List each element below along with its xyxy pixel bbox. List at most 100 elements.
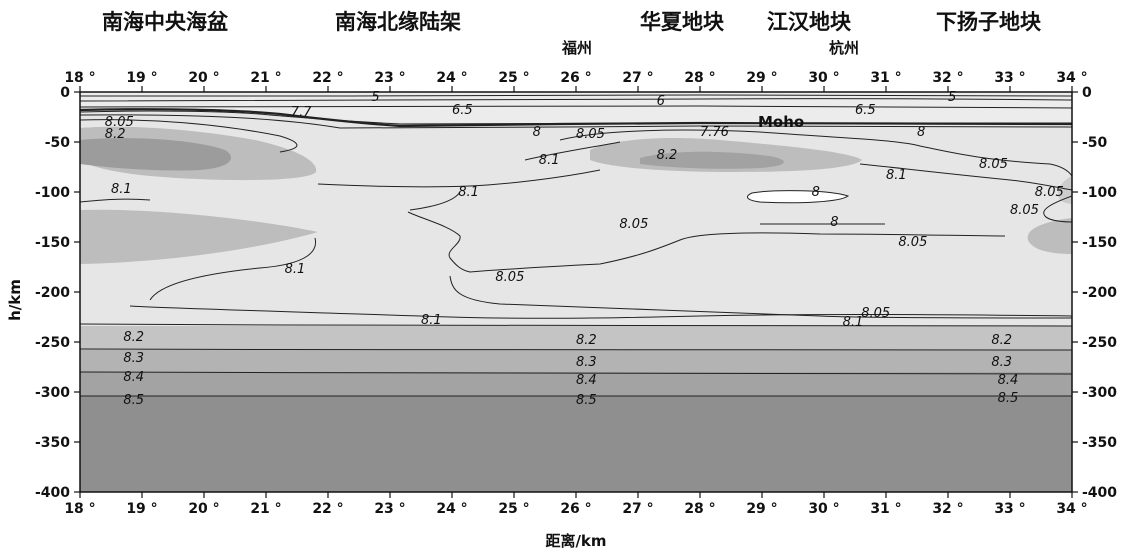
contour-label: 8.1: [539, 153, 560, 168]
x-tick-label-bottom: 18 °: [64, 501, 95, 517]
basin-high-velocity-core: [80, 138, 232, 171]
contour-label: 8.2: [991, 333, 1012, 348]
axis-ticks: 18 ° 18 ° 19 ° 19 ° 20 ° 20 ° 21 ° 21 ° 22 ° 22 °…: [35, 70, 1117, 517]
contour-label: 6.5: [855, 103, 876, 118]
contour-label: 8.05: [1035, 185, 1064, 200]
x-tick-label-bottom: 21 °: [250, 501, 281, 517]
y-axis-title: h/km: [6, 279, 24, 321]
mantle-band-8.3: [80, 350, 1072, 372]
contour-line-8.05-lower: [407, 191, 1072, 319]
contour-line-8.1-upper: [524, 141, 1072, 191]
y-tick-label-left: -300: [35, 385, 70, 401]
contour-line-7.7: [80, 110, 1072, 125]
y-tick-label-left: -350: [35, 435, 70, 451]
contour-line-6: [80, 98, 1072, 102]
contour-label: 8.3: [576, 355, 597, 370]
x-tick-label-bottom: 33 °: [994, 501, 1025, 517]
contour-line-8.1-mid: [80, 169, 601, 203]
shallow-low-velocity-lens: [747, 190, 848, 203]
y-tick-label-left: -100: [35, 185, 70, 201]
x-tick-label-top: 24 °: [436, 70, 467, 86]
x-tick-label-bottom: 24 °: [436, 501, 467, 517]
y-tick-label-right: -350: [1082, 435, 1117, 451]
contour-value-labels: 5 6 56.5 6.57.78.058.2 8 8.05 7.76 88.28.1 8.058…: [105, 90, 1064, 408]
contour-label: 8.1: [886, 168, 907, 183]
contour-label: 8.1: [421, 313, 442, 328]
x-tick-label-bottom: 22 °: [312, 501, 343, 517]
velocity-shading: [80, 92, 1072, 492]
contour-line-8.05-west: [80, 119, 298, 153]
region-label-yangtze: 下扬子地块: [936, 10, 1041, 34]
contour-label: 8.05: [861, 306, 890, 321]
contour-line-8.2-boundary: [80, 323, 1072, 327]
y-tick-label-left: 0: [60, 85, 70, 101]
x-tick-label-top: 33 °: [994, 70, 1025, 86]
x-tick-label-bottom: 20 °: [188, 501, 219, 517]
contour-label: 8: [812, 185, 820, 200]
contour-label: 8: [917, 125, 925, 140]
contour-label: 8.2: [657, 148, 678, 163]
moho-line: [80, 108, 1072, 128]
x-tick-label-top: 22 °: [312, 70, 343, 86]
contour-label: 8: [533, 125, 541, 140]
city-label-fuzhou: 福州: [562, 39, 593, 57]
contour-label: 8.2: [123, 330, 144, 345]
y-tick-label-left: -250: [35, 335, 70, 351]
contour-label: 8.2: [105, 127, 126, 142]
contour-label: 8.3: [123, 351, 144, 366]
contour-label: 8.05: [576, 127, 605, 142]
x-tick-label-top: 18 °: [64, 70, 95, 86]
y-tick-label-right: -150: [1082, 235, 1117, 251]
mantle-band-8.4: [80, 372, 1072, 396]
x-tick-label-top: 29 °: [746, 70, 777, 86]
contour-line-8: [80, 114, 1072, 129]
x-tick-label-top: 20 °: [188, 70, 219, 86]
contour-label: 6.5: [452, 103, 473, 118]
contour-label: 8.4: [998, 373, 1019, 388]
y-tick-label-right: -50: [1082, 135, 1108, 151]
deep-basin-high-velocity-zone: [80, 209, 318, 264]
y-tick-label-right: -250: [1082, 335, 1117, 351]
contour-label: 8.05: [898, 235, 927, 250]
region-label-scs-margin: 南海北缘陆架: [335, 10, 461, 34]
x-tick-label-bottom: 32 °: [932, 501, 963, 517]
contour-line-6.5: [80, 105, 1072, 109]
y-tick-label-right: -400: [1082, 485, 1117, 501]
y-tick-label-left: -50: [45, 135, 71, 151]
contour-label: 8: [830, 215, 838, 230]
cathaysia-high-velocity-core: [640, 151, 784, 169]
contour-line-8.05-east: [559, 129, 1072, 177]
x-tick-label-top: 31 °: [870, 70, 901, 86]
contour-label: 8.05: [619, 217, 648, 232]
y-tick-label-left: -150: [35, 235, 70, 251]
contour-line-8.4-boundary: [80, 371, 1072, 375]
y-tick-label-left: -200: [35, 285, 70, 301]
x-tick-label-top: 30 °: [808, 70, 839, 86]
x-tick-label-bottom: 30 °: [808, 501, 839, 517]
x-tick-label-bottom: 26 °: [560, 501, 591, 517]
y-tick-label-right: -100: [1082, 185, 1117, 201]
contour-label: 5: [948, 90, 956, 105]
moho-label: Moho: [758, 113, 804, 131]
contour-line-8.3-boundary: [80, 348, 1072, 351]
x-tick-label-bottom: 27 °: [622, 501, 653, 517]
contour-label: 8.1: [111, 182, 132, 197]
contour-label: 8.4: [576, 373, 597, 388]
x-tick-label-top: 26 °: [560, 70, 591, 86]
contour-line-8.1-upper-mantle: [129, 237, 1072, 319]
contour-label: 6: [657, 94, 665, 109]
contour-label: 8.1: [285, 262, 306, 277]
x-tick-label-top: 23 °: [374, 70, 405, 86]
x-tick-label-top: 21 °: [250, 70, 281, 86]
east-edge-high-velocity-zone: [1027, 218, 1072, 254]
x-tick-label-top: 32 °: [932, 70, 963, 86]
contour-label: 8.1: [458, 185, 479, 200]
contour-label: 8.5: [576, 393, 597, 408]
x-tick-label-bottom: 29 °: [746, 501, 777, 517]
y-tick-label-right: -200: [1082, 285, 1117, 301]
x-tick-label-bottom: 25 °: [498, 501, 529, 517]
contour-label: 8.05: [105, 115, 134, 130]
region-label-jianghan: 江汉地块: [767, 10, 851, 34]
x-tick-label-top: 27 °: [622, 70, 653, 86]
